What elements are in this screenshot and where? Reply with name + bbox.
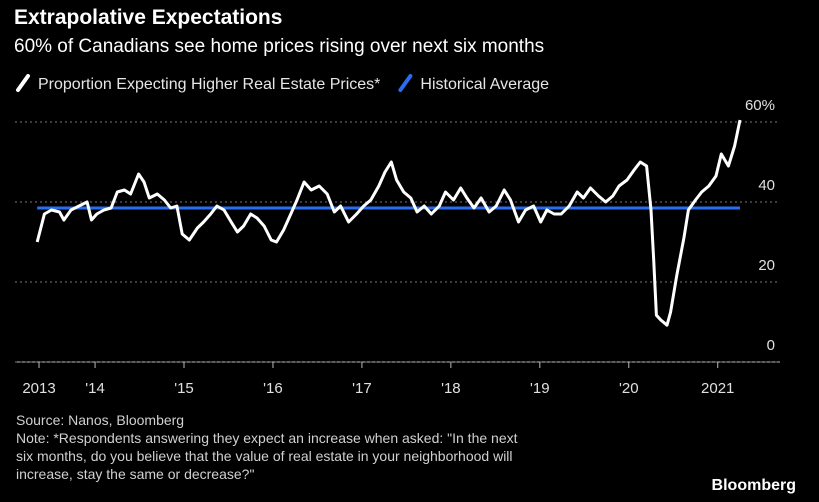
x-tick-label: '19	[530, 380, 550, 397]
y-tick-label: 60%	[745, 97, 775, 114]
x-tick-label: '17	[352, 380, 372, 397]
x-tick-label: 2013	[22, 380, 55, 397]
legend-swatch	[398, 74, 413, 92]
chart-title: Extrapolative Expectations	[14, 6, 282, 29]
x-tick-label: 2021	[701, 380, 734, 397]
note-line: Note: *Respondents answering they expect…	[16, 430, 518, 446]
source: Source: Nanos, Bloomberg	[16, 412, 184, 428]
brand: Bloomberg	[712, 477, 796, 494]
x-tick-label: '15	[174, 380, 194, 397]
y-tick-label: 40	[758, 177, 775, 194]
legend-swatch	[16, 74, 30, 92]
chart-subtitle: 60% of Canadians see home prices rising …	[14, 36, 544, 57]
legend-label: Historical Average	[420, 76, 549, 93]
x-tick-label: '18	[441, 380, 461, 397]
note-line: six months, do you believe that the valu…	[16, 448, 513, 464]
x-tick-label: '14	[85, 380, 105, 397]
x-tick-label: '16	[263, 380, 283, 397]
note-line: increase, stay the same or decrease?"	[16, 466, 254, 482]
y-tick-label: 20	[758, 257, 775, 274]
legend-label: Proportion Expecting Higher Real Estate …	[38, 76, 380, 93]
y-tick-label: 0	[767, 337, 775, 354]
x-tick-label: '20	[619, 380, 639, 397]
series-line	[35, 119, 742, 327]
